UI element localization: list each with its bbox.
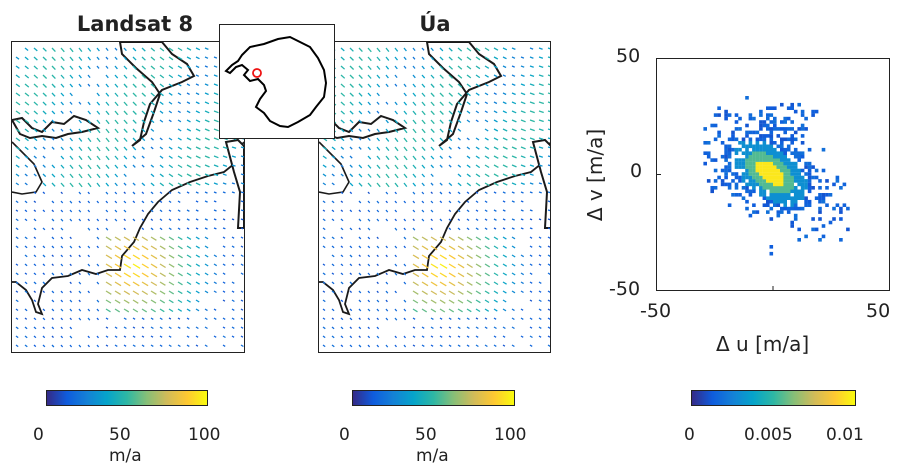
map-ice-rises	[12, 114, 101, 140]
middle-colorbar-tick-100: 100	[494, 425, 527, 445]
velocity-arrows	[322, 47, 550, 348]
map-ice-rises	[319, 114, 408, 140]
study-area-marker	[252, 68, 262, 78]
y-axis-label: Δ v [m/a]	[583, 128, 607, 222]
y-tick-0: 0	[630, 160, 643, 182]
heatmap-cells	[703, 96, 850, 256]
antarctica-coastline	[224, 35, 328, 129]
middle-colorbar-tick-50: 50	[415, 425, 437, 445]
map-west-coast	[12, 141, 43, 195]
landsat-velocity-field	[12, 42, 244, 348]
y-tick-50: 50	[616, 45, 641, 67]
right-colorbar	[691, 390, 856, 406]
middle-colorbar-tick-0: 0	[339, 425, 350, 445]
x-tick-neg50: -50	[640, 300, 672, 322]
antarctica-outline	[224, 35, 328, 129]
map-west-coast	[319, 141, 350, 195]
right-colorbar-tick-001: 0.01	[826, 425, 864, 445]
left-colorbar-label: m/a	[109, 446, 142, 466]
map-east-coast	[224, 138, 244, 229]
velocity-arrows	[15, 47, 244, 348]
ua-velocity-field	[319, 42, 550, 348]
right-colorbar-tick-0005: 0.005	[744, 425, 793, 445]
middle-colorbar	[352, 390, 515, 406]
map-grounding-line	[12, 141, 244, 316]
heatmap-tick-marks	[657, 174, 774, 290]
left-colorbar-tick-50: 50	[109, 425, 131, 445]
middle-colorbar-label: m/a	[416, 446, 449, 466]
landsat-velocity-map	[11, 41, 245, 353]
left-panel-title: Landsat 8	[76, 12, 194, 36]
difference-heatmap	[657, 96, 850, 290]
y-tick-neg50: -50	[609, 278, 641, 300]
left-colorbar-tick-0: 0	[33, 425, 44, 445]
x-tick-50: 50	[866, 300, 891, 322]
x-axis-label: Δ u [m/a]	[716, 332, 810, 356]
map-grounding-line	[319, 141, 550, 316]
map-peninsula-coast	[118, 42, 196, 147]
right-colorbar-tick-0: 0	[684, 425, 695, 445]
left-colorbar-tick-100: 100	[188, 425, 221, 445]
map-peninsula-coast	[425, 42, 503, 147]
left-colorbar	[46, 390, 208, 406]
ua-velocity-map	[318, 41, 551, 353]
middle-panel-title: Úa	[419, 12, 451, 36]
antarctica-inset-map	[219, 24, 335, 139]
difference-heatmap-axes	[656, 58, 890, 291]
